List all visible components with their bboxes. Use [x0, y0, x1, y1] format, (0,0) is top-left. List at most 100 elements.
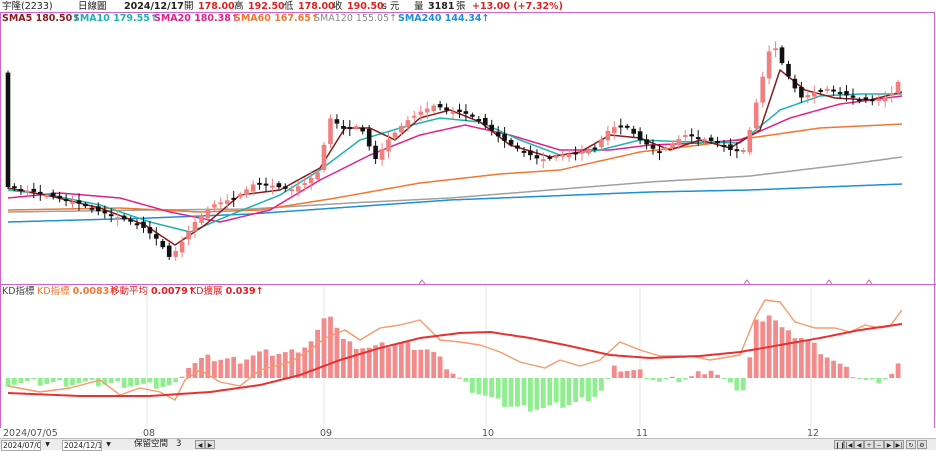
candle-body: [12, 186, 17, 189]
settings-button[interactable]: ⚙: [917, 440, 927, 449]
osc-bar-negative: [682, 378, 688, 380]
osc-bar-positive: [218, 359, 224, 378]
candle-body: [366, 129, 372, 147]
spin-up-button[interactable]: ▶: [205, 440, 215, 449]
candle-body: [850, 95, 856, 98]
osc-bar-positive: [289, 349, 295, 378]
osc-bar-negative: [489, 378, 495, 398]
sma20-label: SMA20: [154, 13, 191, 24]
candle-body: [528, 150, 533, 156]
to-date-dropdown[interactable]: ▼: [106, 441, 111, 448]
candle-body: [450, 112, 456, 114]
candle-body: [431, 105, 436, 111]
osc-bar-negative: [153, 378, 159, 389]
osc-bar-negative: [876, 378, 882, 384]
kd-value: 0.0083↑: [72, 286, 118, 297]
candle-body: [857, 99, 862, 102]
candle-body: [844, 91, 849, 96]
candle-body: [283, 186, 288, 189]
osc-bar-positive: [637, 369, 643, 378]
sma120-label: SMA120: [314, 13, 353, 24]
candle-body: [741, 150, 746, 152]
osc-bar-negative: [869, 378, 875, 380]
osc-bar-positive: [411, 349, 417, 378]
scroll-prev-button[interactable]: ◀: [854, 440, 864, 449]
candle-body: [702, 139, 707, 142]
candle-body: [734, 149, 740, 152]
osc-bar-negative: [644, 378, 649, 379]
osc-bar-negative: [657, 378, 662, 382]
osc-bar-positive: [263, 349, 269, 378]
osc-bar-positive: [257, 351, 262, 378]
osc-bar-negative: [515, 378, 520, 407]
axis-start-date: 2024/07/05: [3, 428, 58, 439]
candle-body: [134, 223, 140, 226]
sma240-legend: SMA240 144.34↑: [398, 13, 489, 25]
candle-body: [63, 199, 69, 202]
osc-bar-positive: [811, 342, 817, 378]
sma10-legend: SMA10 179.55↑: [73, 13, 158, 25]
spin-down-button[interactable]: ◀: [195, 440, 205, 449]
osc-bar-positive: [837, 363, 843, 378]
candle-body: [192, 222, 198, 231]
scroll-last-button[interactable]: ▶|: [894, 440, 904, 449]
candle-body: [637, 131, 643, 141]
candle-body: [444, 107, 449, 111]
osc-bar-positive: [779, 327, 785, 378]
candle-body: [115, 217, 120, 220]
sma5-legend: SMA5 180.50↑: [2, 13, 80, 25]
zoom-out-button[interactable]: −: [874, 440, 884, 449]
high-value: 192.50: [248, 1, 285, 12]
candle-body: [683, 135, 688, 138]
osc-bar-negative: [12, 378, 17, 385]
candle-body: [308, 177, 314, 184]
close-unit: s 元: [382, 1, 400, 12]
candle-body: [373, 145, 378, 159]
candle-body: [631, 128, 636, 134]
candle-body: [154, 234, 159, 239]
candle-body: [244, 189, 249, 195]
osc-bar-negative: [863, 378, 869, 380]
osc-bar-positive: [747, 357, 753, 378]
osc-bar-negative: [89, 378, 95, 380]
candle-body: [379, 149, 385, 160]
osc-bar-positive: [889, 373, 895, 378]
osc-bar-positive: [424, 349, 430, 378]
candle-body: [128, 219, 133, 222]
osc-bar-negative: [663, 378, 669, 380]
osc-bar-positive: [437, 356, 443, 378]
osc-bar-positive: [405, 342, 411, 378]
candle-body: [508, 140, 514, 145]
from-date-field[interactable]: 2024/07/05: [1, 440, 41, 451]
oscillator-lines: [7, 299, 903, 401]
osc-bar-negative: [482, 378, 488, 396]
sma60-line: [8, 123, 903, 213]
candle-body: [38, 191, 43, 194]
bar-pause-button[interactable]: ❙❙: [834, 440, 846, 449]
scroll-next-button[interactable]: ▶: [884, 440, 894, 449]
osc-bar-positive: [611, 365, 617, 378]
osc-bar-negative: [173, 378, 179, 382]
candle-body: [579, 151, 585, 154]
osc-bar-negative: [521, 378, 527, 406]
candle-body: [347, 127, 353, 130]
osc-bar-negative: [547, 378, 553, 406]
candle-body: [89, 207, 95, 210]
scroll-first-button[interactable]: |◀: [844, 440, 854, 449]
refresh-button[interactable]: ↻: [906, 440, 916, 449]
osc-bar-positive: [831, 360, 836, 378]
candle-body: [57, 195, 62, 199]
kd-legend: KD指標 0.0083↑: [37, 286, 117, 298]
candle-body: [799, 86, 804, 98]
zoom-in-button[interactable]: +: [864, 440, 874, 449]
candle-body: [560, 154, 565, 157]
from-date-dropdown[interactable]: ▼: [45, 441, 50, 448]
price-change: +13.00 (+7.32%): [472, 1, 563, 12]
to-date-field[interactable]: 2024/12/17: [62, 440, 102, 451]
osc-bar-negative: [508, 378, 514, 407]
candle-body: [889, 93, 894, 96]
volume-unit: 張: [456, 1, 466, 12]
keep-space-value[interactable]: 3: [176, 439, 182, 449]
kd-label: KD指標: [37, 286, 70, 297]
